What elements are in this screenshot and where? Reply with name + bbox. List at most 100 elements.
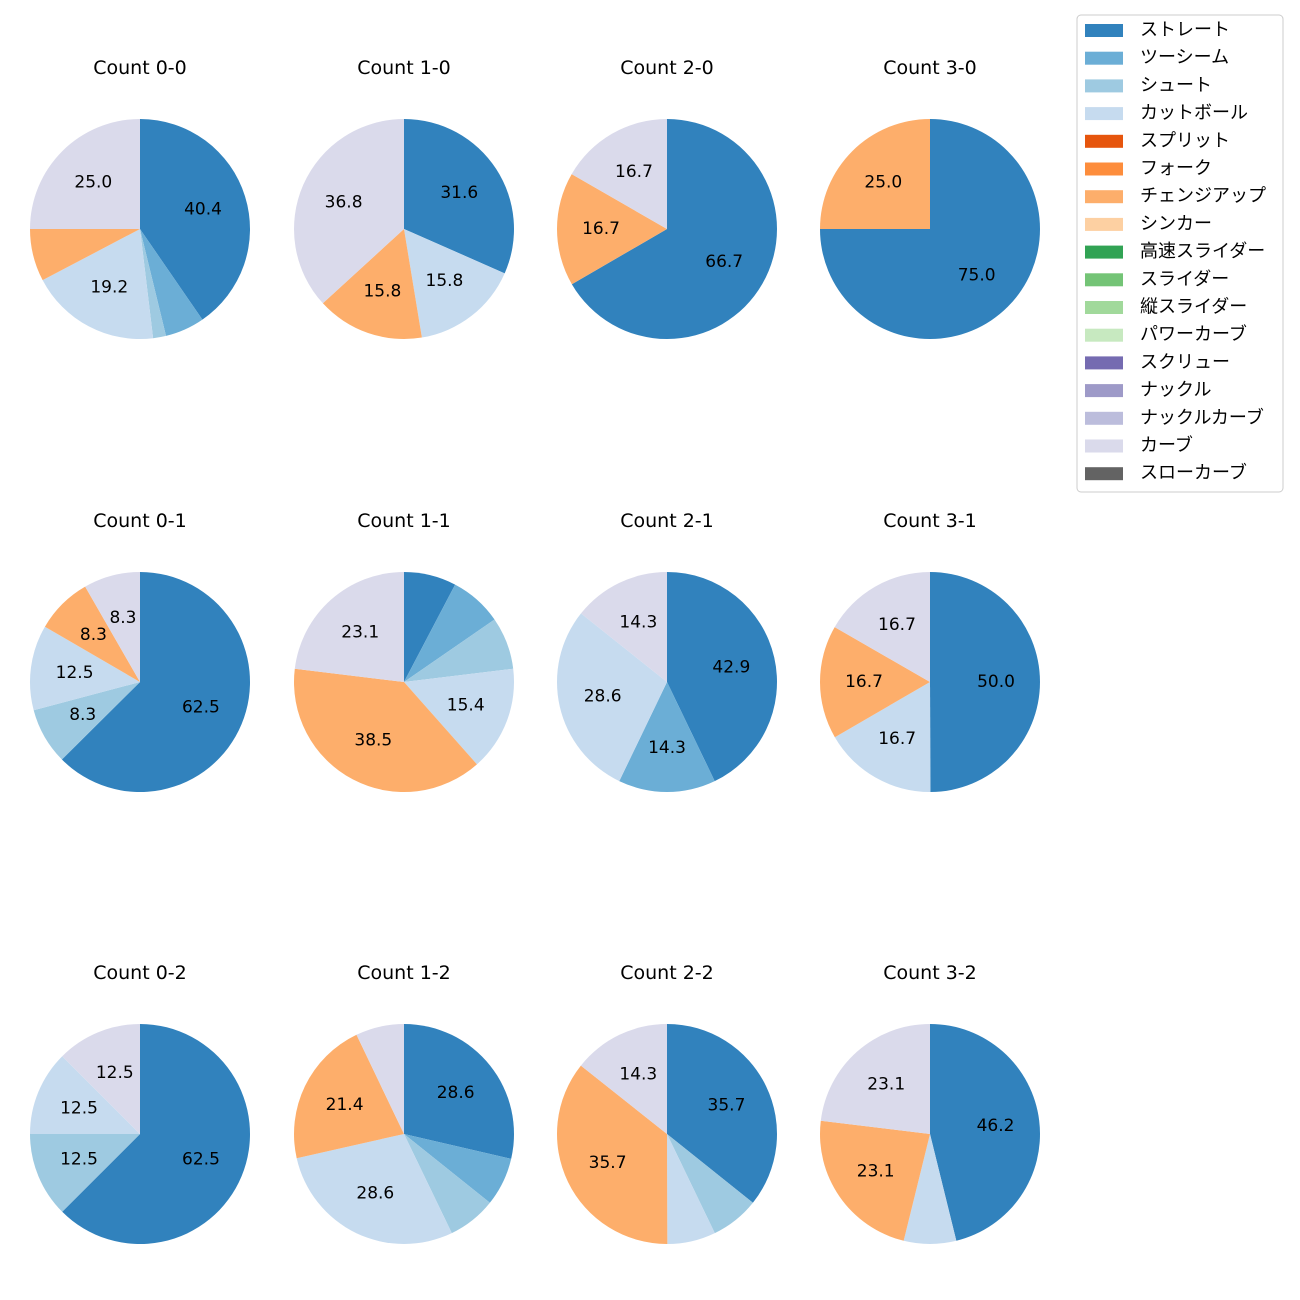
slice-label: 15.8 [426,271,464,291]
pie-slice [404,1024,514,1159]
pie-slice [140,229,203,336]
legend-label: スプリット [1140,130,1230,151]
legend-label: カットボール [1140,103,1248,124]
pie-10: Count 1-2 28.6 28.6 21.4 [294,962,514,1244]
pie-3: Count 2-0 66.7 16.7 16.7 [556,57,777,339]
pie-slice [820,1024,930,1134]
slice-label: 21.4 [326,1095,364,1115]
pie-4: Count 3-0 75.0 25.0 [820,57,1040,339]
pie-slice [30,119,140,229]
slice-label: 8.3 [69,705,96,725]
slice-label: 14.3 [619,613,657,633]
pie-slice [580,572,667,682]
slice-label: 16.7 [878,729,916,749]
pie-title: Count 2-1 [620,510,714,532]
pie-title: Count 2-2 [620,962,714,984]
slice-label: 35.7 [708,1095,746,1115]
pie-slice [44,586,140,682]
pie-slice [819,627,930,738]
pie-slice [571,119,777,339]
pie-slice [294,572,404,682]
pie-12: Count 3-2 46.2 23.1 23.1 [820,962,1040,1244]
legend-swatch [1085,245,1123,259]
pie-title: Count 0-0 [93,57,187,79]
legend: ストレートツーシームシュートカットボールスプリットフォークチェンジアップシンカー… [1076,14,1284,493]
legend-label: パワーカーブ [1140,323,1247,345]
slice-label: 16.7 [878,615,916,635]
legend-swatch [1085,411,1123,425]
slice-label: 50.0 [977,672,1015,692]
pie-slice [29,626,140,711]
slice-label: 15.4 [447,695,485,715]
slice-label: 23.1 [867,1075,905,1095]
pie-slice [820,1120,930,1241]
pie-title: Count 3-0 [883,57,977,79]
pie-slice [61,572,250,792]
slice-label: 12.5 [96,1063,134,1083]
legend-swatch [1085,24,1123,37]
pie-slice [404,229,505,338]
slice-label: 19.2 [90,277,128,297]
legend-label: シュート [1140,75,1212,96]
slice-label: 8.3 [80,625,107,645]
pie-slice [903,1134,957,1244]
legend-swatch [1085,79,1123,93]
slice-label: 25.0 [864,172,902,192]
legend-swatch [1085,301,1123,314]
pie-slice [619,682,715,792]
pie-slice [834,572,930,682]
slice-label: 42.9 [712,657,750,677]
slice-label: 28.6 [356,1183,394,1203]
pie-6: Count 1-1 15.4 38.5 23.1 [294,510,514,792]
slice-label: 25.0 [74,172,112,192]
legend-swatch [1085,273,1123,287]
legend-label: ナックルカーブ [1140,406,1264,428]
pie-slice [296,1134,452,1244]
slice-label: 66.7 [705,252,743,272]
slice-label: 16.7 [582,219,620,239]
pie-title: Count 2-0 [620,57,714,79]
pie-2: Count 1-0 31.6 15.8 15.8 36.8 [293,57,514,339]
slice-label: 15.8 [363,281,401,301]
legend-label: 高速スライダー [1140,241,1265,262]
pie-slice [322,229,422,339]
slice-label: 23.1 [341,623,379,643]
legend-swatch [1085,356,1123,370]
slice-label: 16.7 [615,162,653,182]
pie-slice [33,682,140,760]
pie-slice [356,1024,404,1134]
pie-title: Count 1-1 [357,510,451,532]
legend-swatch [1085,328,1123,342]
pie-slice [556,613,667,782]
pie-slice [667,1134,753,1234]
pie-slice [820,119,930,229]
pie-slice [930,572,1040,792]
pie-9: Count 0-2 62.5 12.5 12.5 12.5 [30,962,251,1244]
pie-slice [556,174,667,285]
slice-label: 8.3 [109,608,136,628]
pie-title: Count 0-1 [93,510,187,532]
legend-swatch [1085,439,1123,453]
pie-slice [404,619,514,682]
pie-slice [404,572,456,682]
pie-slice [404,668,514,765]
legend-label: ツーシーム [1140,47,1229,68]
legend-frame [1076,14,1284,493]
pie-slice [404,584,495,682]
legend-label: フォーク [1140,158,1212,179]
slice-label: 23.1 [857,1161,895,1181]
slice-label: 14.3 [619,1065,657,1085]
slice-label: 12.5 [60,1099,98,1119]
pie-7: Count 2-1 42.9 14.3 28.6 14.3 [556,510,777,792]
slice-label: 12.5 [56,663,94,683]
slice-label: 12.5 [60,1149,98,1169]
pie-slice [580,1024,667,1134]
slice-label: 16.7 [845,672,883,692]
pie-slice [930,1024,1040,1241]
pie-slice [667,572,777,782]
slice-label: 35.7 [589,1153,627,1173]
pie-slice [30,1134,140,1212]
slice-label: 38.5 [354,730,392,750]
slice-label: 31.6 [440,183,478,203]
